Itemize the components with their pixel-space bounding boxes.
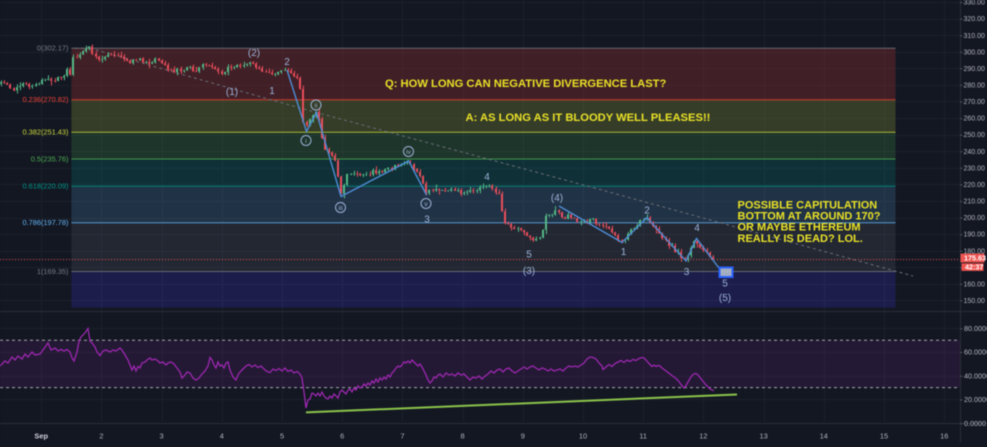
svg-text:250.00: 250.00 (964, 132, 986, 139)
svg-text:11: 11 (639, 432, 647, 441)
svg-text:80.0000: 80.0000 (964, 324, 987, 333)
svg-text:A: AS LONG AS IT BLOODY WELL P: A: AS LONG AS IT BLOODY WELL PLEASES!! (466, 112, 711, 124)
svg-text:POSSIBLE CAPITULATION: POSSIBLE CAPITULATION (738, 199, 878, 211)
svg-text:(4): (4) (551, 193, 563, 204)
svg-text:150.00: 150.00 (964, 298, 986, 305)
svg-text:8: 8 (461, 432, 465, 441)
svg-text:13: 13 (759, 432, 767, 441)
svg-text:1: 1 (269, 86, 275, 97)
svg-text:1(169.35): 1(169.35) (37, 267, 69, 276)
svg-text:40.0000: 40.0000 (964, 371, 987, 380)
svg-text:175.63: 175.63 (964, 254, 986, 263)
svg-text:300.00: 300.00 (964, 49, 986, 56)
svg-text:14: 14 (820, 432, 828, 441)
svg-text:3: 3 (424, 215, 430, 226)
svg-text:3: 3 (684, 267, 690, 278)
svg-text:ii: ii (315, 102, 318, 109)
svg-text:200.00: 200.00 (964, 215, 986, 222)
svg-text:(2): (2) (248, 48, 260, 59)
svg-text:280.00: 280.00 (964, 83, 986, 90)
svg-text:0(302.17): 0(302.17) (37, 44, 69, 53)
svg-text:iii: iii (338, 205, 342, 212)
svg-text:iv: iv (406, 149, 411, 156)
svg-text:260.00: 260.00 (964, 116, 986, 123)
svg-text:0.236(270.82): 0.236(270.82) (22, 95, 68, 104)
svg-text:12: 12 (699, 432, 707, 441)
svg-text:7: 7 (400, 432, 404, 441)
svg-text:Sep: Sep (34, 432, 48, 441)
svg-text:(5): (5) (719, 293, 731, 304)
svg-text:310.00: 310.00 (964, 33, 986, 40)
svg-text:290.00: 290.00 (964, 66, 986, 73)
svg-text:i: i (305, 138, 306, 145)
svg-text:42:37: 42:37 (965, 263, 983, 272)
svg-text:BOTTOM AT AROUND 170?: BOTTOM AT AROUND 170? (738, 211, 881, 223)
svg-text:1: 1 (621, 247, 627, 258)
svg-text:270.00: 270.00 (964, 99, 986, 106)
svg-text:5: 5 (526, 250, 532, 261)
svg-text:OR MAYBE ETHEREUM: OR MAYBE ETHEREUM (738, 222, 861, 234)
svg-text:5: 5 (280, 432, 284, 441)
svg-text:230.00: 230.00 (964, 165, 986, 172)
svg-text:2: 2 (99, 432, 103, 441)
svg-text:(3): (3) (523, 266, 535, 277)
svg-text:210.00: 210.00 (964, 199, 986, 206)
svg-text:Q: HOW LONG CAN NEGATIVE DIVER: Q: HOW LONG CAN NEGATIVE DIVERGENCE LAST… (385, 78, 667, 90)
svg-text:0.618(220.09): 0.618(220.09) (22, 182, 68, 191)
svg-text:160.00: 160.00 (964, 282, 986, 289)
svg-text:16: 16 (940, 432, 948, 441)
svg-text:15: 15 (880, 432, 888, 441)
svg-text:330.00: 330.00 (964, 0, 986, 7)
svg-text:3: 3 (160, 432, 164, 441)
svg-text:REALLY IS DEAD? LOL.: REALLY IS DEAD? LOL. (738, 233, 863, 245)
svg-text:2: 2 (284, 57, 290, 68)
svg-text:220.00: 220.00 (964, 182, 986, 189)
svg-text:9: 9 (521, 432, 525, 441)
svg-text:60.0000: 60.0000 (964, 348, 987, 357)
svg-text:10: 10 (579, 432, 587, 441)
svg-text:0.382(251.43): 0.382(251.43) (22, 128, 68, 137)
svg-text:0.5(235.76): 0.5(235.76) (31, 154, 69, 163)
svg-text:(1): (1) (226, 87, 238, 98)
svg-text:0.786(197.78): 0.786(197.78) (22, 218, 68, 227)
svg-text:180.00: 180.00 (964, 248, 986, 255)
svg-text:4: 4 (484, 172, 490, 183)
svg-text:5: 5 (722, 279, 728, 290)
svg-text:320.00: 320.00 (964, 16, 986, 23)
svg-text:240.00: 240.00 (964, 149, 986, 156)
svg-text:v: v (424, 201, 428, 208)
svg-text:6: 6 (340, 432, 344, 441)
svg-text:190.00: 190.00 (964, 232, 986, 239)
svg-text:20.0000: 20.0000 (964, 395, 987, 404)
svg-text:4: 4 (694, 223, 700, 234)
svg-text:2: 2 (644, 206, 650, 217)
svg-text:0.0000: 0.0000 (964, 419, 986, 428)
svg-text:4: 4 (220, 432, 224, 441)
